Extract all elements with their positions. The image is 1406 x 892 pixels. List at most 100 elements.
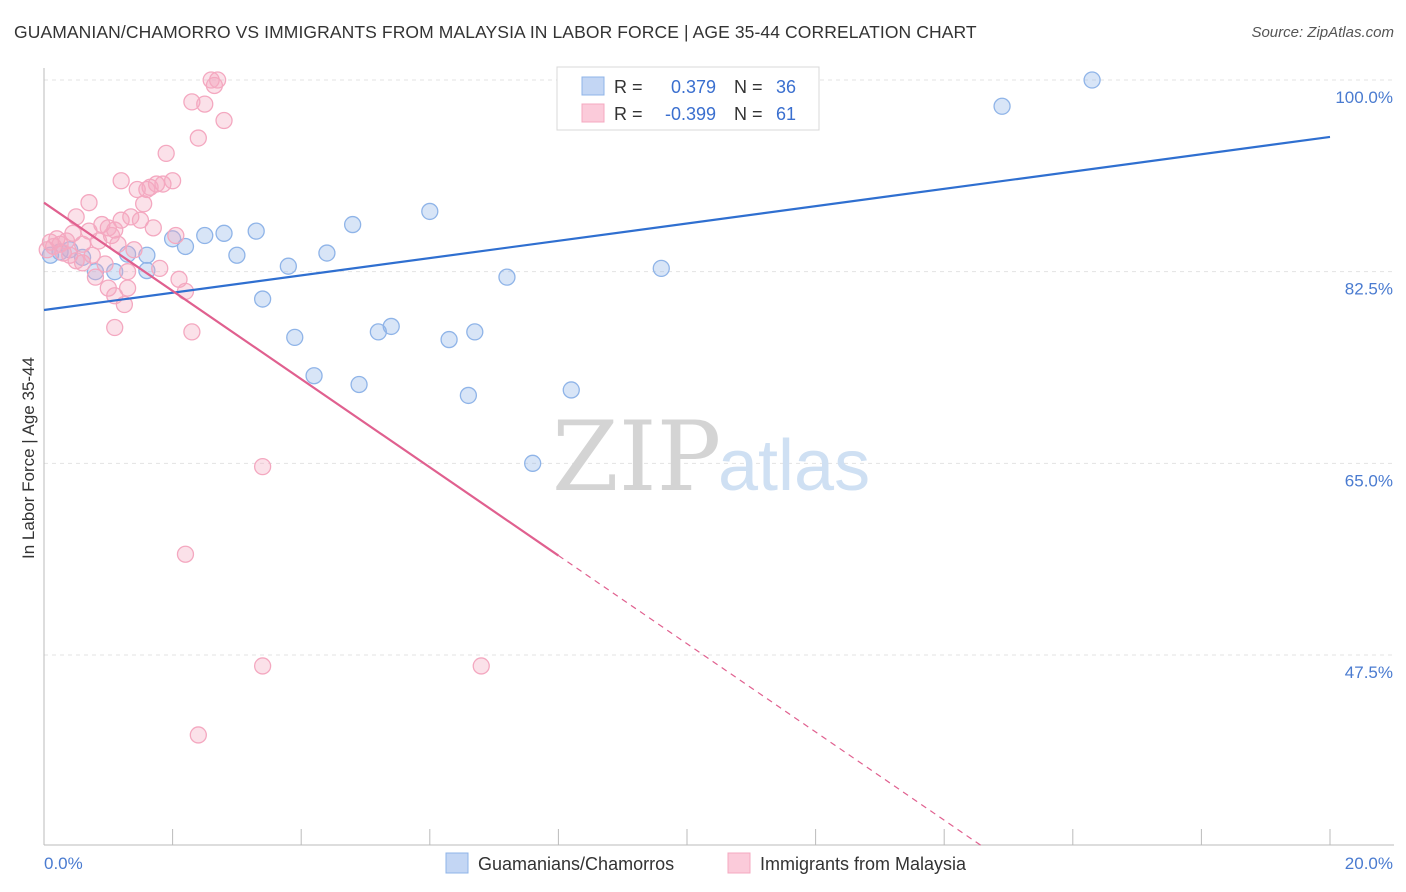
legend-r-label-2: R = — [614, 104, 643, 124]
data-point — [562, 381, 580, 399]
watermark: ZIP atlas — [552, 401, 870, 513]
trend-lines — [43, 135, 1331, 848]
data-point — [279, 257, 297, 275]
data-point — [247, 222, 265, 240]
data-point — [163, 230, 182, 248]
data-point — [122, 208, 140, 226]
data-point — [128, 180, 146, 199]
x-tick-label-min: 0.0% — [44, 854, 83, 873]
series-legend-swatch-guamanians — [445, 852, 469, 874]
chart-title: GUAMANIAN/CHAMORRO VS IMMIGRANTS FROM MA… — [14, 22, 977, 42]
watermark-zip: ZIP — [552, 401, 721, 513]
data-point — [106, 318, 124, 337]
y-tick-label: 100.0% — [1335, 88, 1393, 107]
data-point — [286, 328, 304, 347]
data-point — [1083, 71, 1101, 89]
y-tick-label: 82.5% — [1345, 280, 1393, 299]
data-point — [151, 259, 169, 278]
data-point — [652, 259, 670, 278]
data-point — [67, 252, 85, 270]
y-tick-label: 47.5% — [1345, 663, 1393, 682]
legend-r-label-1: R = — [614, 77, 643, 97]
data-point — [80, 194, 98, 212]
data-point — [112, 211, 130, 229]
data-point — [196, 226, 214, 245]
data-point — [167, 226, 185, 245]
y-tick-labels: 100.0% 82.5% 65.0% 47.5% — [1335, 88, 1393, 682]
axes — [43, 68, 1394, 846]
data-point — [118, 263, 137, 281]
legend-swatch-guamanians — [581, 76, 605, 96]
data-point — [176, 237, 195, 256]
data-point — [189, 129, 207, 147]
data-point — [472, 657, 490, 675]
data-point — [498, 268, 516, 286]
data-point — [183, 93, 201, 111]
data-point — [106, 221, 124, 239]
chart-source: Source: ZipAtlas.com — [1251, 24, 1394, 41]
data-point — [253, 657, 272, 675]
legend-n-value-2: 61 — [776, 104, 796, 124]
legend-r-value-2: -0.399 — [665, 104, 716, 124]
series-legend-label-malaysia: Immigrants from Malaysia — [760, 854, 967, 874]
data-point — [350, 375, 368, 394]
data-point — [112, 172, 130, 190]
y-axis-title: In Labor Force | Age 35-44 — [19, 357, 38, 559]
series-legend: Guamanians/Chamorros Immigrants from Mal… — [445, 852, 967, 874]
data-point — [154, 175, 172, 193]
data-point — [253, 457, 272, 476]
data-point — [253, 290, 272, 308]
watermark-atlas: atlas — [718, 426, 870, 506]
data-point — [215, 224, 233, 242]
trend-line-solid — [43, 135, 1331, 312]
legend-n-label-1: N = — [734, 77, 763, 97]
y-tick-label: 65.0% — [1345, 471, 1393, 490]
data-point — [118, 279, 137, 297]
gridlines — [44, 79, 1394, 656]
legend-swatch-malaysia — [581, 103, 605, 123]
correlation-legend: R = 0.379 N = 36 R = -0.399 N = 61 — [556, 66, 820, 131]
data-point — [305, 367, 323, 385]
data-point — [343, 215, 362, 234]
x-tick-label-max: 20.0% — [1345, 854, 1393, 873]
data-point — [86, 268, 105, 286]
data-point — [135, 195, 153, 213]
series-legend-label-guamanians: Guamanians/Chamorros — [478, 854, 674, 874]
data-point — [147, 175, 166, 193]
trend-line-dashed — [558, 555, 984, 848]
data-point — [96, 255, 114, 273]
data-point — [440, 330, 458, 349]
data-point — [67, 208, 85, 226]
data-point — [144, 219, 162, 237]
data-point — [208, 71, 227, 89]
data-point — [369, 323, 388, 341]
data-point — [466, 323, 484, 341]
data-point — [138, 261, 156, 280]
series-malaysia-points — [38, 71, 490, 744]
x-ticks — [43, 829, 1331, 845]
data-point — [163, 172, 182, 190]
data-point — [524, 454, 542, 472]
data-point — [83, 246, 101, 264]
data-point — [176, 545, 195, 563]
data-point — [318, 244, 336, 262]
series-legend-swatch-malaysia — [727, 852, 751, 874]
data-point — [157, 144, 175, 163]
data-point — [421, 202, 439, 221]
data-point — [131, 211, 150, 229]
data-point — [189, 726, 207, 744]
data-point — [459, 386, 478, 405]
legend-n-label-2: N = — [734, 104, 763, 124]
data-point — [228, 246, 246, 264]
data-point — [993, 97, 1011, 115]
data-point — [183, 323, 201, 341]
trend-line-solid — [43, 201, 560, 557]
data-point — [125, 241, 143, 259]
data-point — [215, 111, 233, 130]
data-point — [196, 95, 214, 113]
data-point — [138, 246, 156, 264]
legend-n-value-1: 36 — [776, 77, 796, 97]
legend-r-value-1: 0.379 — [671, 77, 716, 97]
data-point — [382, 317, 400, 336]
